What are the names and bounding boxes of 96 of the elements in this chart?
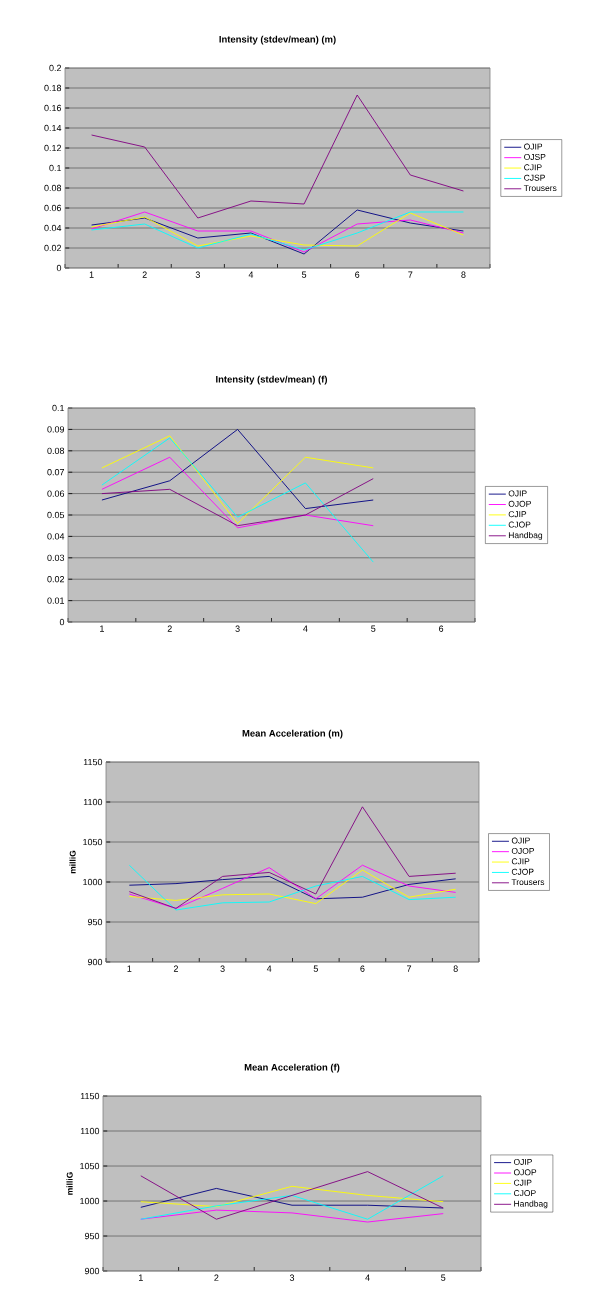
legend-label: Handbag	[508, 531, 543, 540]
legend-label: CJIP	[511, 858, 530, 865]
x-tick-label: 1	[127, 965, 132, 972]
y-axis-title: milliG	[69, 850, 76, 874]
y-tick-label: 1050	[80, 1162, 100, 1170]
x-tick-label: 4	[303, 625, 308, 632]
chart-title: Intensity (stdev/mean) (f)	[216, 375, 328, 385]
x-tick-label: 5	[301, 271, 307, 278]
line-series	[128, 875, 457, 900]
y-tick-label: 0.02	[47, 576, 65, 583]
legend-label: Trousers	[523, 185, 557, 192]
y-tick-label: 0	[56, 264, 62, 272]
y-tick-label: 1000	[83, 878, 103, 886]
y-tick-label: 950	[87, 918, 103, 926]
y-tick-label: 1150	[80, 1092, 100, 1100]
x-tick-label: 1	[89, 271, 94, 278]
y-tick-label: 1150	[83, 758, 103, 766]
x-tick-label: 2	[214, 1274, 219, 1281]
x-tick-label: 7	[408, 271, 413, 278]
legend-label: OJOP	[513, 1169, 537, 1176]
y-tick-label: 0.09	[47, 426, 65, 433]
legend-label: CJOP	[508, 521, 531, 528]
y-tick-label: 900	[87, 958, 103, 966]
y-tick-label: 0.01	[47, 597, 65, 604]
legend-label: CJSP	[524, 174, 545, 181]
legend-label: CJIP	[524, 164, 542, 171]
x-tick-label: 2	[142, 271, 147, 278]
line-series	[140, 1209, 444, 1223]
y-tick-label: 0.16	[44, 104, 62, 112]
chart-title: Mean Acceleration (m)	[242, 729, 343, 739]
x-tick-label: 6	[355, 271, 360, 278]
x-tick-label: 1	[100, 625, 104, 632]
y-tick-label: 0.08	[44, 184, 62, 192]
y-tick-label: 0.03	[47, 554, 65, 561]
chart-title: Mean Acceleration (f)	[244, 1063, 340, 1073]
x-tick-label: 4	[248, 271, 254, 278]
y-tick-label: 0.06	[44, 204, 62, 212]
y-tick-label: 0.12	[44, 144, 62, 152]
x-tick-label: 1	[139, 1274, 143, 1281]
line-series	[91, 94, 464, 219]
line-series	[101, 478, 374, 527]
legend-label: CJOP	[511, 868, 534, 875]
y-tick-label: 0.06	[47, 490, 65, 497]
legend-label: CJIP	[508, 511, 527, 518]
line-series	[101, 435, 374, 525]
y-tick-label: 1100	[83, 798, 103, 806]
y-tick-label: 0	[59, 618, 65, 626]
legend-label: OJIP	[524, 143, 543, 150]
x-tick-label: 4	[365, 1274, 370, 1281]
x-tick-label: 6	[360, 965, 365, 972]
x-tick-label: 3	[289, 1274, 295, 1281]
y-tick-label: 0.02	[44, 244, 62, 252]
line-series	[128, 806, 457, 909]
legend-label: OJIP	[511, 837, 530, 844]
x-tick-label: 3	[220, 965, 225, 972]
y-tick-label: 1100	[80, 1127, 100, 1135]
y-tick-label: 0.14	[44, 124, 62, 132]
legend-label: OJOP	[511, 847, 535, 854]
y-tick-label: 0.07	[47, 469, 65, 476]
y-tick-label: 900	[84, 1267, 100, 1275]
y-tick-label: 950	[84, 1232, 100, 1240]
x-tick-label: 6	[439, 625, 444, 632]
x-tick-label: 8	[453, 965, 458, 972]
y-tick-label: 0.04	[44, 224, 62, 232]
legend-label: OJOP	[508, 500, 531, 507]
line-series	[101, 428, 374, 510]
x-tick-label: 5	[371, 625, 376, 632]
legend-label: OJIP	[508, 490, 527, 497]
legend-label: Handbag	[514, 1200, 548, 1209]
x-tick-label: 2	[167, 625, 172, 632]
line-series	[101, 456, 374, 529]
legend-label: OJIP	[513, 1158, 532, 1165]
y-tick-label: 0.1	[52, 404, 65, 412]
y-tick-label: 0.08	[47, 447, 65, 454]
y-tick-label: 1000	[80, 1197, 100, 1205]
x-tick-label: 2	[173, 965, 178, 972]
y-axis-title: milliG	[66, 1172, 73, 1195]
y-tick-label: 0.2	[49, 64, 62, 72]
legend-label: CJOP	[513, 1190, 536, 1197]
x-tick-label: 4	[266, 965, 272, 972]
y-tick-label: 0.05	[47, 511, 65, 519]
legend-label: Trousers	[511, 879, 545, 886]
y-tick-label: 0.18	[44, 84, 62, 92]
y-tick-label: 1050	[83, 838, 103, 846]
legend-label: OJSP	[524, 153, 546, 160]
x-tick-label: 5	[441, 1274, 446, 1281]
x-tick-label: 5	[313, 965, 318, 972]
chart-title: Intensity (stdev/mean) (m)	[219, 35, 336, 45]
line-series	[101, 437, 374, 563]
x-tick-label: 8	[461, 271, 466, 278]
x-tick-label: 3	[195, 271, 200, 278]
y-tick-label: 0.1	[49, 164, 62, 172]
legend-label: CJIP	[513, 1179, 532, 1186]
y-tick-label: 0.04	[47, 533, 65, 540]
x-tick-label: 3	[235, 625, 240, 632]
x-tick-label: 7	[407, 965, 412, 972]
